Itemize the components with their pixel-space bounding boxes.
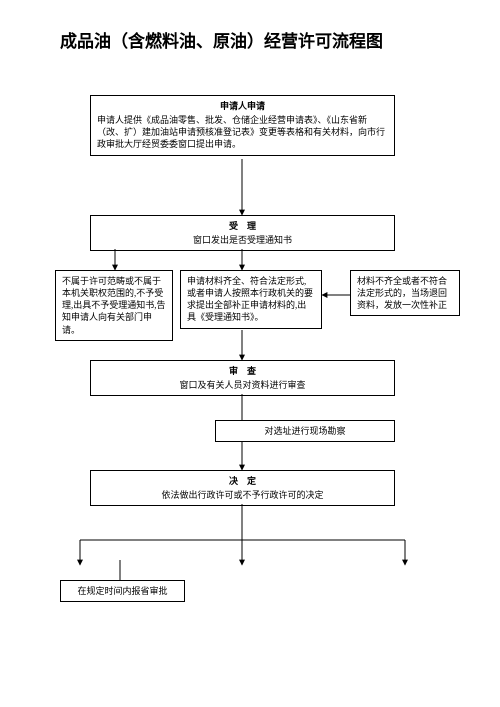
node-accept: 受 理 窗口发出是否受理通知书: [90, 215, 395, 251]
node-report: 在规定时间内报省审批: [60, 580, 185, 602]
node-apply-heading: 申请人申请: [97, 100, 388, 112]
node-decide-heading: 决 定: [97, 475, 388, 487]
node-branch-right: 材料不齐全或者不符合法定形式的，当场退回资料，发放一次性补正: [350, 270, 460, 316]
node-branch-left-body: 不属于许可范畴或不属于本机关职权范围的,不予受理,出具不予受理通知书,告知申请人…: [62, 275, 166, 336]
node-branch-mid-body: 申请材料齐全、符合法定形式,或者申请人按照本行政机关的要求提出全部补正申请材料的…: [187, 275, 315, 324]
node-accept-heading: 受 理: [97, 220, 388, 232]
node-branch-right-body: 材料不齐全或者不符合法定形式的，当场退回资料，发放一次性补正: [357, 275, 453, 311]
node-review: 审 查 窗口及有关人员对资料进行审查: [90, 360, 395, 396]
node-apply-body: 申请人提供《成品油零售、批发、仓储企业经营申请表》、《山东省新（改、扩）建加油站…: [97, 114, 388, 150]
node-decide-body: 依法做出行政许可或不予行政许可的决定: [97, 489, 388, 501]
node-decide: 决 定 依法做出行政许可或不予行政许可的决定: [90, 470, 395, 506]
node-apply: 申请人申请 申请人提供《成品油零售、批发、仓储企业经营申请表》、《山东省新（改、…: [90, 95, 395, 156]
node-accept-body: 窗口发出是否受理通知书: [97, 234, 388, 246]
node-review-body: 窗口及有关人员对资料进行审查: [97, 379, 388, 391]
node-branch-left: 不属于许可范畴或不属于本机关职权范围的,不予受理,出具不予受理通知书,告知申请人…: [55, 270, 173, 341]
node-review-heading: 审 查: [97, 365, 388, 377]
node-branch-mid: 申请材料齐全、符合法定形式,或者申请人按照本行政机关的要求提出全部补正申请材料的…: [180, 270, 322, 329]
node-survey: 对选址进行现场勘察: [215, 420, 395, 442]
node-survey-body: 对选址进行现场勘察: [222, 425, 388, 437]
node-report-body: 在规定时间内报省审批: [67, 585, 178, 597]
page-title: 成品油（含燃料油、原油）经营许可流程图: [60, 30, 460, 54]
